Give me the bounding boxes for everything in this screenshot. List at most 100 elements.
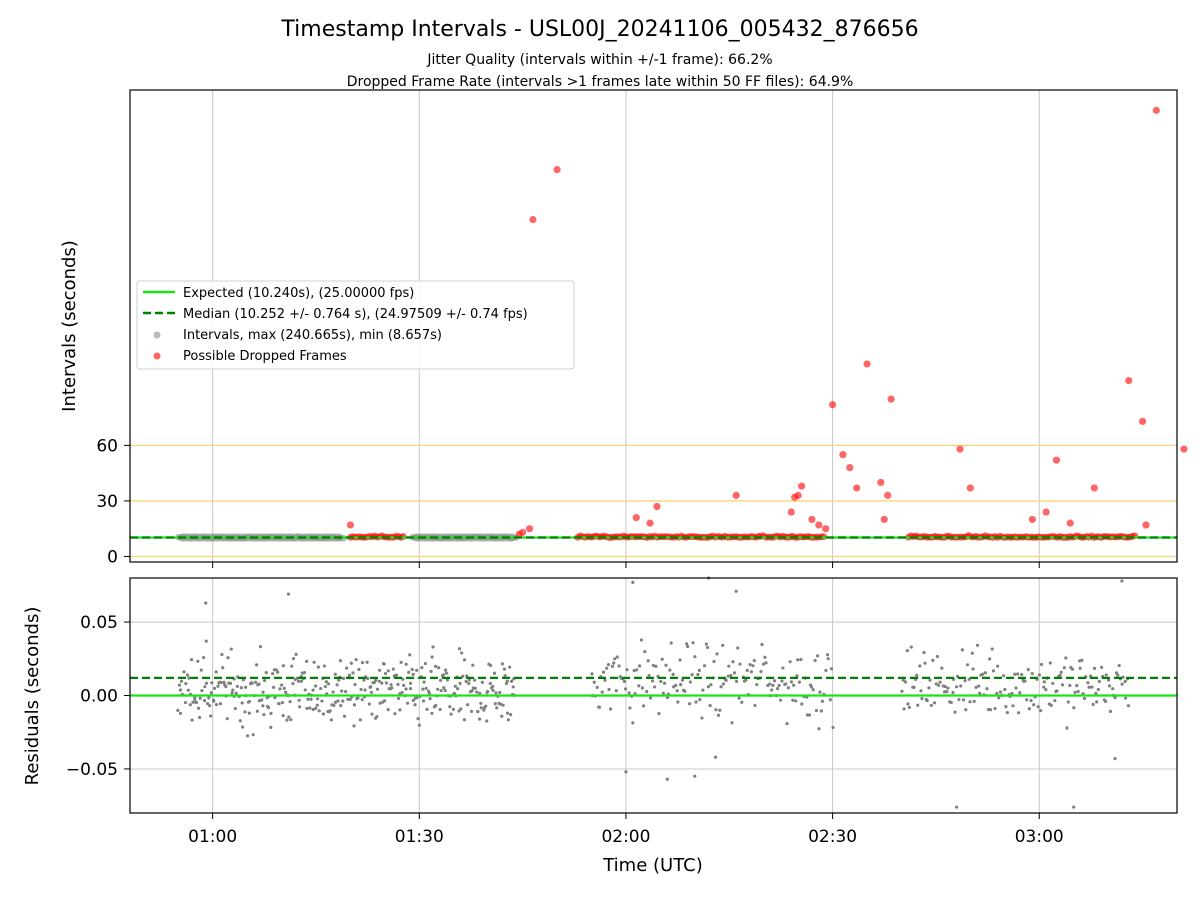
residual-point — [207, 696, 210, 699]
dropped-frame-point — [815, 521, 822, 528]
residual-point — [339, 704, 342, 707]
residual-point — [459, 707, 462, 710]
residual-point — [470, 689, 473, 692]
residual-point — [1121, 683, 1124, 686]
residual-point — [638, 664, 641, 667]
residual-point — [1032, 703, 1035, 706]
dropped-frame-point — [1142, 521, 1149, 528]
residual-point — [968, 700, 971, 703]
residual-point — [820, 709, 823, 712]
residual-point — [731, 660, 734, 663]
residual-point — [902, 707, 905, 710]
residual-point — [759, 670, 762, 673]
residual-point — [501, 662, 504, 665]
residual-point — [479, 702, 482, 705]
residual-point — [953, 710, 956, 713]
residual-point — [705, 642, 708, 645]
residual-point — [590, 672, 593, 675]
residual-point — [730, 721, 733, 724]
residual-point — [282, 664, 285, 667]
dropped-frame-point — [553, 166, 560, 173]
residual-point — [203, 699, 206, 702]
residual-point — [342, 677, 345, 680]
residual-point — [628, 706, 631, 709]
dropped-frame-point — [526, 525, 533, 532]
residual-point — [816, 654, 819, 657]
residual-point — [829, 698, 832, 701]
residual-point — [422, 681, 425, 684]
residual-point — [676, 700, 679, 703]
residual-point — [424, 662, 427, 665]
residual-point — [452, 708, 455, 711]
residual-point — [405, 663, 408, 666]
residual-point — [751, 664, 754, 667]
residual-point — [272, 686, 275, 689]
residual-point — [282, 714, 285, 717]
residual-point — [494, 691, 497, 694]
residual-point — [624, 770, 627, 773]
dropped-frame-point — [733, 492, 740, 499]
residual-point — [1028, 707, 1031, 710]
residual-point — [255, 663, 258, 666]
residual-point — [285, 719, 288, 722]
dropped-frame-point — [633, 514, 640, 521]
residual-point — [470, 710, 473, 713]
residual-point — [637, 684, 640, 687]
residual-point — [727, 665, 730, 668]
residual-point — [210, 681, 213, 684]
residual-point — [412, 673, 415, 676]
residual-point — [425, 708, 428, 711]
residual-point — [343, 715, 346, 718]
residual-point — [722, 682, 725, 685]
residual-point — [964, 708, 967, 711]
residual-point — [693, 775, 696, 778]
residuals-y-tick-label: 0.00 — [80, 687, 118, 707]
residual-point — [284, 691, 287, 694]
residual-point — [420, 666, 423, 669]
residual-point — [397, 697, 400, 700]
residual-point — [712, 660, 715, 663]
residual-point — [411, 668, 414, 671]
residual-point — [773, 679, 776, 682]
residual-point — [295, 653, 298, 656]
residual-point — [642, 704, 645, 707]
residual-point — [395, 673, 398, 676]
residual-point — [357, 668, 360, 671]
residual-point — [1118, 664, 1121, 667]
residual-point — [359, 688, 362, 691]
residual-point — [209, 714, 212, 717]
residual-point — [688, 702, 691, 705]
residual-point — [230, 647, 233, 650]
residual-point — [736, 646, 739, 649]
residual-point — [784, 682, 787, 685]
residual-point — [999, 691, 1002, 694]
residual-point — [231, 689, 234, 692]
residual-point — [721, 644, 724, 647]
residual-point — [182, 670, 185, 673]
residual-point — [735, 590, 738, 593]
residual-point — [366, 677, 369, 680]
residual-point — [707, 685, 710, 688]
residual-point — [1079, 667, 1082, 670]
residual-point — [287, 715, 290, 718]
residual-point — [686, 645, 689, 648]
residuals-y-axis-label: Residuals (seconds) — [22, 607, 43, 786]
residual-point — [444, 689, 447, 692]
residual-point — [190, 718, 193, 721]
residual-point — [812, 688, 815, 691]
residual-point — [288, 700, 291, 703]
residual-point — [205, 682, 208, 685]
residual-point — [1014, 686, 1017, 689]
residual-point — [344, 690, 347, 693]
residual-point — [200, 689, 203, 692]
residual-point — [353, 703, 356, 706]
residual-point — [1042, 686, 1045, 689]
residual-point — [668, 669, 671, 672]
residual-point — [489, 664, 492, 667]
residual-point — [657, 712, 660, 715]
chart-title: Timestamp Intervals - USL00J_20241106_00… — [280, 17, 918, 42]
residual-point — [269, 712, 272, 715]
residual-point — [408, 653, 411, 656]
